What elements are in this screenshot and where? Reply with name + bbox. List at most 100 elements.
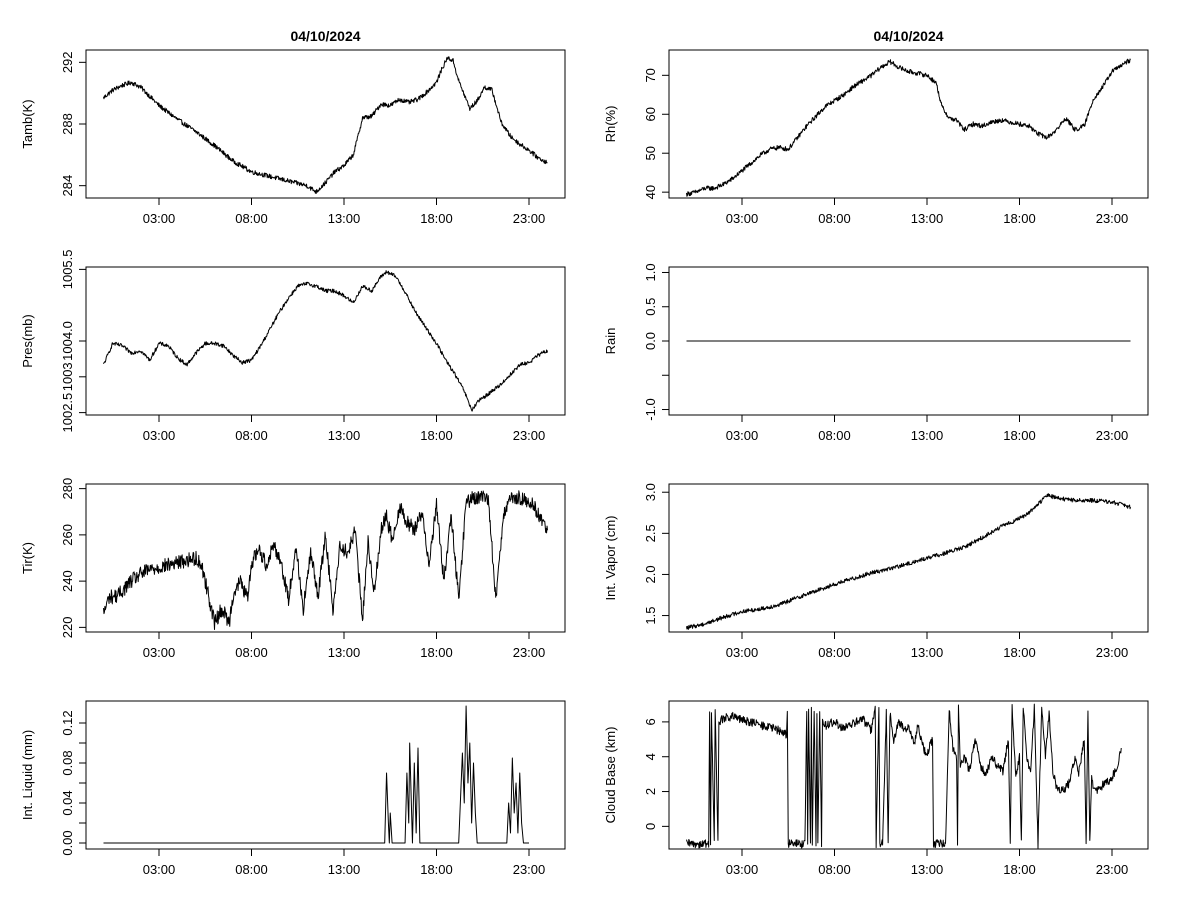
plot-frame (85, 483, 566, 633)
y-tick-label: 0.12 (60, 710, 75, 735)
panel-vapor: Int. Vapor (cm) 1.5 2.0 2.5 3.0 03:00 08:00 13:… (603, 483, 1149, 660)
x-tick-label: 08:00 (818, 428, 851, 443)
plot-frame (668, 700, 1149, 850)
x-tick-label: 13:00 (328, 862, 361, 877)
plot-title: 04/10/2024 (873, 28, 943, 44)
x-tick-label: 08:00 (818, 211, 851, 226)
y-tick-label: -1.0 (643, 398, 658, 420)
x-tick-label: 03:00 (726, 211, 759, 226)
panel-rh: 04/10/2024 Rh(%) 40 50 60 70 03:00 08:00 13:00 18… (603, 28, 1149, 226)
y-axis-label: Int. Vapor (cm) (603, 515, 618, 600)
y-tick-label: 1004.0 (60, 321, 75, 361)
series-line-cloud-base (686, 703, 1122, 849)
y-tick-label: 0.0 (643, 332, 658, 350)
y-axis-label: Pres(mb) (20, 314, 35, 367)
y-axis-label: Tamb(K) (20, 99, 35, 148)
x-tick-label: 03:00 (143, 862, 176, 877)
x-tick-label: 08:00 (235, 428, 268, 443)
x-tick-label: 13:00 (328, 211, 361, 226)
x-tick-label: 23:00 (1096, 211, 1129, 226)
y-tick-label: 50 (643, 146, 658, 160)
x-tick-label: 18:00 (1003, 645, 1036, 660)
series-line-int-liquid (103, 705, 529, 844)
y-tick-label: 6 (643, 718, 658, 725)
x-tick-label: 23:00 (1096, 862, 1129, 877)
y-tick-label: 60 (643, 107, 658, 121)
y-tick-label: 0.04 (60, 790, 75, 815)
x-tick-label: 23:00 (513, 862, 546, 877)
series-line-tamb (103, 56, 548, 194)
y-axis-label: Tir(K) (20, 542, 35, 574)
y-tick-label: 280 (60, 478, 75, 500)
series-line-int-vapor (686, 493, 1131, 630)
series-line-tir (103, 490, 548, 630)
x-tick-label: 18:00 (420, 645, 453, 660)
x-tick-label: 13:00 (328, 645, 361, 660)
x-tick-label: 03:00 (726, 645, 759, 660)
x-tick-label: 13:00 (911, 428, 944, 443)
y-tick-label: 3.0 (643, 483, 658, 501)
y-axis-label: Cloud Base (km) (603, 727, 618, 824)
x-tick-label: 18:00 (420, 862, 453, 877)
x-tick-label: 08:00 (235, 211, 268, 226)
y-tick-label: 284 (60, 175, 75, 197)
x-tick-label: 23:00 (1096, 645, 1129, 660)
x-tick-label: 23:00 (513, 211, 546, 226)
y-tick-label: 240 (60, 570, 75, 592)
x-tick-label: 23:00 (513, 645, 546, 660)
x-tick-label: 18:00 (1003, 428, 1036, 443)
x-tick-label: 08:00 (818, 645, 851, 660)
plot-title: 04/10/2024 (290, 28, 360, 44)
x-tick-label: 13:00 (911, 862, 944, 877)
panel-cloudbase: Cloud Base (km) 0 2 4 6 03:00 08:00 13:00 18:00 2… (603, 700, 1149, 877)
x-tick-label: 23:00 (1096, 428, 1129, 443)
x-tick-label: 03:00 (143, 211, 176, 226)
panel-liquid: Int. Liquid (mm) 0.00 0.04 0.08 0.12 03:00 08:… (20, 700, 566, 877)
x-tick-label: 13:00 (911, 645, 944, 660)
panel-tamb: 04/10/2024 Tamb(K) 284 288 292 03:00 08:00 13:0… (20, 28, 566, 226)
x-tick-label: 03:00 (726, 862, 759, 877)
y-tick-label: 0.5 (643, 298, 658, 316)
y-tick-label: 288 (60, 113, 75, 135)
y-tick-label: 0.00 (60, 830, 75, 855)
y-axis-label: Rain (603, 328, 618, 355)
plot-frame (668, 483, 1149, 633)
y-axis-label: Int. Liquid (mm) (20, 730, 35, 820)
y-tick-label: 0.08 (60, 750, 75, 775)
panel-rain: Rain -1.0 0.0 0.5 1.0 03:00 08:00 13:00 18:00 23:… (603, 263, 1149, 443)
y-tick-label: 1005.5 (60, 250, 75, 290)
y-tick-label: 2 (643, 788, 658, 795)
x-tick-label: 03:00 (726, 428, 759, 443)
x-tick-label: 03:00 (143, 428, 176, 443)
y-tick-label: 0 (643, 823, 658, 830)
y-tick-label: 292 (60, 51, 75, 73)
y-tick-label: 260 (60, 524, 75, 546)
y-tick-label: 70 (643, 68, 658, 82)
x-tick-label: 18:00 (420, 211, 453, 226)
y-tick-label: 220 (60, 617, 75, 639)
x-tick-label: 18:00 (1003, 211, 1036, 226)
series-line-pres (103, 270, 548, 412)
y-tick-label: 40 (643, 185, 658, 199)
y-tick-label: 4 (643, 753, 658, 760)
x-tick-label: 08:00 (235, 862, 268, 877)
x-tick-label: 18:00 (1003, 862, 1036, 877)
y-tick-label: 2.0 (643, 565, 658, 583)
x-tick-label: 18:00 (420, 428, 453, 443)
y-tick-label: 1003 (60, 362, 75, 391)
x-tick-label: 13:00 (328, 428, 361, 443)
y-axis-label: Rh(%) (603, 106, 618, 143)
x-tick-label: 08:00 (818, 862, 851, 877)
y-tick-label: 1.0 (643, 263, 658, 281)
series-line-rh (686, 58, 1131, 197)
x-tick-label: 13:00 (911, 211, 944, 226)
y-tick-label: 1002.5 (60, 393, 75, 433)
plot-frame (85, 49, 566, 199)
x-tick-label: 23:00 (513, 428, 546, 443)
y-tick-label: 2.5 (643, 524, 658, 542)
y-tick-label: 1.5 (643, 607, 658, 625)
plot-frame (668, 49, 1149, 199)
plot-frame (85, 700, 566, 850)
